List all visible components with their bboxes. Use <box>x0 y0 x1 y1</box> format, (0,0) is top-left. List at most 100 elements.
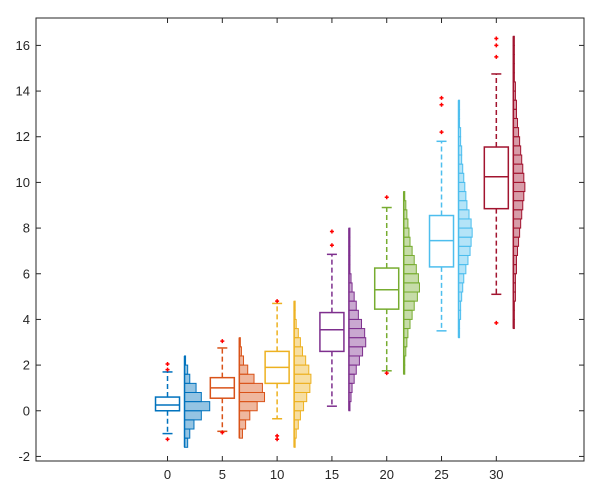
hist-bin <box>238 391 266 403</box>
hist-bin <box>512 172 525 183</box>
hist-bin <box>512 236 520 247</box>
hist-bin <box>458 273 465 284</box>
hist-bin <box>293 391 308 403</box>
hist-bin <box>512 191 525 202</box>
hist-bin <box>348 328 366 339</box>
hist-bin <box>184 428 191 439</box>
outlier-point <box>220 430 225 435</box>
hist-bin <box>293 373 312 384</box>
hist-bin <box>512 181 526 193</box>
hist-bin <box>458 227 473 238</box>
x-tick-label: 20 <box>379 467 393 482</box>
series-group-0 <box>154 355 211 448</box>
series-group-15 <box>319 227 367 412</box>
outlier-point <box>165 367 170 372</box>
y-tick-label: 2 <box>23 358 30 373</box>
hist-bin <box>293 346 304 357</box>
box-iqr <box>483 146 510 210</box>
hist-bin <box>512 227 521 238</box>
series-group-5 <box>209 337 266 439</box>
hist-bin <box>512 200 524 211</box>
hist-bin <box>238 364 249 375</box>
hist-bin <box>403 227 410 238</box>
ticks-layer: 0 5 10 15 20 25 30 -2 0 2 4 6 8 10 12 14 16 <box>16 18 584 482</box>
hist-bin <box>512 127 520 138</box>
outlier-point <box>439 102 444 107</box>
hist-bin <box>403 273 419 284</box>
hist-bin <box>458 172 465 183</box>
outlier-point <box>439 95 444 100</box>
series-group-20 <box>373 191 420 376</box>
hist-bin <box>458 181 466 193</box>
hist-bin <box>184 410 202 421</box>
series-group-10 <box>264 299 312 448</box>
outlier-point <box>275 299 280 304</box>
hist-bin <box>512 209 523 220</box>
x-tick-label: 0 <box>164 467 171 482</box>
hist-bin <box>293 401 305 412</box>
box-iqr <box>373 267 400 310</box>
hist-bin <box>184 373 191 384</box>
outlier-point <box>220 339 225 344</box>
hist-bin <box>512 163 524 174</box>
hist-bin <box>293 337 301 348</box>
outlier-point <box>329 229 334 234</box>
x-tick-label: 10 <box>270 467 284 482</box>
plot-layer <box>154 35 526 448</box>
hist-bin <box>184 391 202 403</box>
series-group-30 <box>483 35 526 330</box>
hist-bin <box>348 318 363 330</box>
hist-bin <box>458 200 468 211</box>
outlier-point <box>494 54 499 59</box>
hist-bin <box>184 419 195 430</box>
x-tick-label: 5 <box>219 467 226 482</box>
outlier-point <box>494 36 499 41</box>
box-iqr <box>319 311 345 353</box>
outlier-point <box>275 433 280 438</box>
hist-bin <box>238 410 251 421</box>
hist-bin <box>238 401 258 412</box>
outlier-point <box>384 195 389 200</box>
hist-bin <box>403 245 413 256</box>
hist-bin <box>458 236 472 247</box>
hist-bin <box>403 318 411 330</box>
hist-bin <box>348 309 359 320</box>
outlier-point <box>494 43 499 48</box>
hist-bin <box>184 382 197 393</box>
outlier-point <box>165 361 170 366</box>
y-tick-label: -2 <box>18 449 30 464</box>
series-group-25 <box>428 95 473 339</box>
axes-box <box>35 17 585 462</box>
hist-bin <box>458 264 467 275</box>
hist-bin <box>458 245 471 256</box>
hist-bin <box>512 145 522 156</box>
x-tick-label: 30 <box>489 467 503 482</box>
hist-bin <box>403 300 415 311</box>
hist-bin <box>403 291 418 302</box>
hist-bin <box>403 236 411 247</box>
hist-bin <box>348 364 357 375</box>
hist-bin <box>458 209 470 220</box>
hist-bin <box>458 218 472 229</box>
y-tick-label: 0 <box>23 403 30 418</box>
hist-bin <box>403 282 420 293</box>
y-tick-label: 16 <box>16 38 30 53</box>
hist-bin <box>403 254 415 266</box>
outlier-point <box>494 320 499 325</box>
hist-bin <box>293 410 301 421</box>
hist-bin <box>293 364 310 375</box>
hist-bin <box>512 136 521 147</box>
hist-bin <box>512 218 522 229</box>
hist-bin <box>348 300 357 311</box>
outlier-point <box>439 130 444 135</box>
y-tick-label: 12 <box>16 129 30 144</box>
hist-bin <box>512 154 523 165</box>
outlier-point <box>165 437 170 442</box>
hist-bin <box>348 373 355 384</box>
hist-bin <box>348 346 364 357</box>
hist-bin <box>348 355 360 366</box>
y-tick-label: 6 <box>23 266 30 281</box>
hist-bin <box>458 254 469 266</box>
outlier-point <box>329 243 334 248</box>
